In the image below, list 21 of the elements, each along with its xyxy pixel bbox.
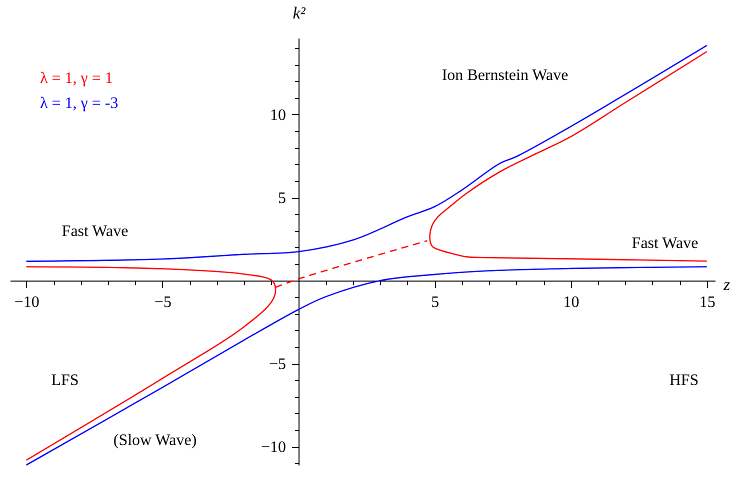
x-tick-label: −5 <box>154 294 172 312</box>
x-tick-label: 10 <box>563 294 580 312</box>
x-tick-label: −10 <box>14 294 40 312</box>
x-tick-label: 15 <box>699 294 716 312</box>
y-tick-label: 10 <box>270 106 286 124</box>
annotation: Fast Wave <box>62 223 128 240</box>
annotation: HFS <box>669 372 699 389</box>
x-axis-title: z <box>722 275 730 294</box>
annotation: Ion Bernstein Wave <box>442 67 568 84</box>
text: λ = 1, γ = -3 <box>40 95 118 112</box>
annotation: (Slow Wave) <box>113 432 197 449</box>
annotation: LFS <box>51 372 79 389</box>
x-tick-label: 5 <box>431 294 440 312</box>
y-tick-label: −10 <box>261 439 286 456</box>
y-axis-title: k² <box>292 4 306 22</box>
annotation: Fast Wave <box>632 235 698 252</box>
line-series <box>26 44 708 262</box>
text: λ = 1, γ = 1 <box>40 70 113 87</box>
line-series <box>429 50 708 262</box>
y-tick-label: 5 <box>278 190 286 207</box>
y-tick-label: −5 <box>269 356 286 374</box>
